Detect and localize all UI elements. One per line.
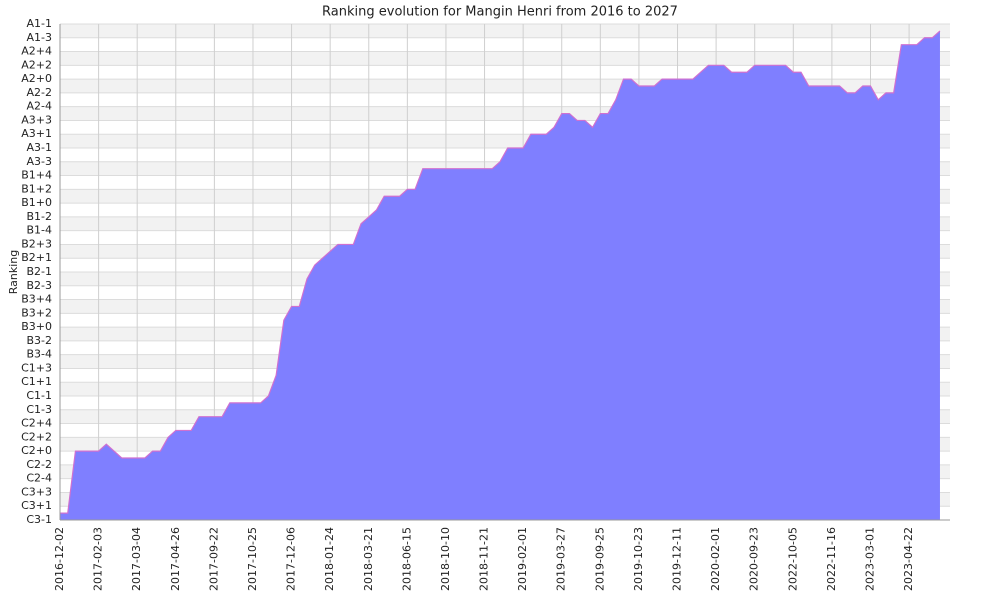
y-tick-label: A3+3 [21, 113, 52, 126]
y-tick-label: C2+0 [21, 444, 52, 457]
x-tick-label: 2019-12-11 [671, 527, 684, 591]
x-tick-label: 2019-09-25 [593, 527, 606, 591]
y-tick-label: C3+3 [21, 485, 52, 498]
y-tick-label: A1-3 [27, 31, 53, 44]
x-tick-label: 2018-01-24 [323, 527, 336, 591]
x-tick-label: 2018-06-15 [400, 527, 413, 591]
y-tick-label: A2+2 [21, 58, 52, 71]
grid-band [60, 24, 950, 38]
y-tick-label: C3+1 [21, 499, 52, 512]
y-tick-label: B3-2 [26, 334, 52, 347]
y-tick-label: C2-4 [26, 472, 52, 485]
y-tick-label: B3-4 [26, 348, 52, 361]
y-tick-label: A2+4 [21, 45, 52, 58]
y-tick-label: B1+4 [21, 169, 52, 182]
x-tick-label: 2019-03-27 [555, 527, 568, 591]
line [60, 30, 941, 514]
y-tick-label: A1-1 [27, 17, 53, 30]
x-tick-label: 2019-02-01 [516, 527, 529, 591]
chart-title: Ranking evolution for Mangin Henri from … [322, 5, 678, 20]
y-tick-label: C3-1 [26, 513, 52, 526]
x-tick-label: 2018-10-10 [439, 527, 452, 591]
y-tick-label: B2-1 [26, 265, 52, 278]
y-tick-label: B2+1 [21, 251, 52, 264]
x-tick-label: 2017-04-26 [169, 527, 182, 591]
y-tick-label: C1+1 [21, 375, 52, 388]
x-tick-label: 2016-12-02 [53, 527, 66, 591]
y-tick-label: C1-3 [26, 403, 52, 416]
y-tick-label: C2+4 [21, 417, 52, 430]
y-tick-label: B2-3 [26, 279, 52, 292]
x-tick-label: 2018-03-21 [362, 527, 375, 591]
y-tick-label: C2+2 [21, 430, 52, 443]
x-tick-label: 2017-10-25 [246, 527, 259, 591]
y-tick-label: B1+2 [21, 182, 52, 195]
x-tick-label: 2020-09-23 [748, 527, 761, 591]
y-tick-label: B1+0 [21, 196, 52, 209]
x-tick-label: 2019-10-23 [632, 527, 645, 591]
y-tick-label: B2+3 [21, 237, 52, 250]
x-tick-label: 2017-12-06 [285, 527, 298, 591]
x-tick-label: 2017-03-04 [130, 527, 143, 591]
y-tick-label: A2-4 [27, 100, 53, 113]
y-tick-label: B3+0 [21, 320, 52, 333]
y-tick-label: C1-1 [26, 389, 52, 402]
x-tick-label: 2018-11-21 [478, 527, 491, 591]
x-tick-label: 2022-10-05 [786, 527, 799, 591]
y-tick-label: C2-2 [26, 458, 52, 471]
y-axis-label: Ranking [7, 250, 20, 295]
y-tick-label: B3+2 [21, 306, 52, 319]
x-tick-label: 2022-11-16 [825, 527, 838, 591]
x-tick-label: 2023-04-22 [902, 527, 915, 591]
x-tick-label: 2020-02-01 [709, 527, 722, 591]
grid-band [60, 51, 950, 66]
x-tick-label: 2023-03-01 [863, 527, 876, 591]
x-tick-label: 2017-02-03 [92, 527, 105, 591]
y-tick-label: A2+0 [21, 72, 52, 85]
y-tick-label: C1+3 [21, 361, 52, 374]
y-tick-label: B3+4 [21, 293, 52, 306]
y-tick-label: B1-4 [26, 224, 52, 237]
y-tick-label: B1-2 [26, 210, 52, 223]
area [60, 30, 940, 521]
y-tick-label: A3+1 [21, 127, 52, 140]
x-tick-label: 2017-09-22 [207, 527, 220, 591]
y-tick-label: A3-3 [27, 155, 53, 168]
y-tick-label: A3-1 [27, 141, 53, 154]
y-tick-label: A2-2 [27, 86, 53, 99]
